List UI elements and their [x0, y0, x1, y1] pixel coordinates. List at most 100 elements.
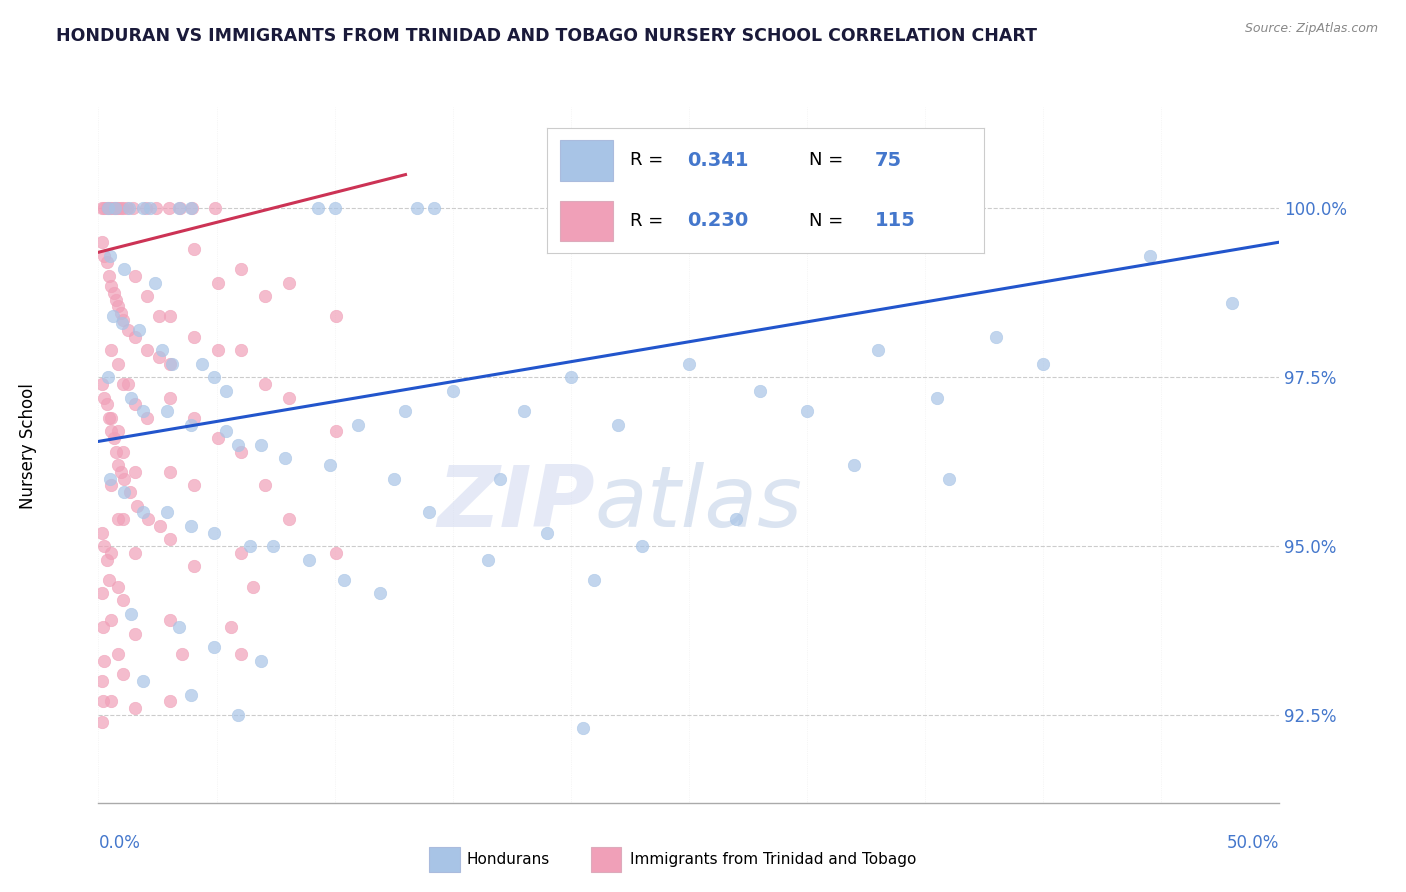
Point — [394, 404, 416, 418]
Point — [110, 306, 132, 320]
Point — [167, 620, 190, 634]
Point — [242, 580, 264, 594]
Point — [1220, 296, 1243, 310]
Point — [333, 573, 356, 587]
Point — [91, 586, 114, 600]
Point — [159, 310, 181, 324]
Point — [124, 268, 146, 283]
Point — [226, 708, 249, 723]
Point — [132, 404, 155, 418]
Point — [560, 370, 582, 384]
Point — [231, 546, 253, 560]
Point — [127, 499, 149, 513]
Point — [489, 472, 512, 486]
Point — [143, 276, 166, 290]
Point — [204, 202, 226, 216]
Point — [118, 202, 141, 216]
Point — [91, 202, 114, 216]
Point — [678, 357, 700, 371]
Point — [110, 465, 132, 479]
Point — [607, 417, 630, 432]
Point — [136, 512, 159, 526]
Text: Immigrants from Trinidad and Tobago: Immigrants from Trinidad and Tobago — [630, 853, 917, 867]
Point — [866, 343, 889, 358]
Point — [107, 357, 129, 371]
Point — [277, 512, 299, 526]
Point — [183, 478, 205, 492]
Point — [98, 268, 121, 283]
Point — [215, 384, 238, 398]
Point — [148, 310, 170, 324]
Point — [536, 525, 558, 540]
Point — [298, 552, 321, 566]
Point — [307, 202, 329, 216]
Point — [100, 694, 122, 708]
Text: Hondurans: Hondurans — [467, 853, 550, 867]
Point — [323, 202, 346, 216]
Point — [630, 539, 652, 553]
Point — [117, 376, 139, 391]
Point — [91, 714, 114, 729]
Point — [253, 376, 276, 391]
Point — [180, 688, 202, 702]
Point — [239, 539, 262, 553]
Point — [938, 472, 960, 486]
Point — [347, 417, 370, 432]
Point — [91, 235, 114, 249]
Point — [93, 654, 115, 668]
Point — [441, 384, 464, 398]
Text: Nursery School: Nursery School — [20, 383, 37, 509]
Point — [984, 329, 1007, 343]
Point — [107, 424, 129, 438]
Point — [325, 424, 347, 438]
Point — [112, 376, 135, 391]
Point — [91, 525, 114, 540]
Point — [100, 546, 122, 560]
Point — [368, 586, 391, 600]
Point — [121, 202, 143, 216]
Point — [418, 505, 440, 519]
Point — [112, 667, 135, 681]
Point — [97, 202, 120, 216]
Point — [100, 343, 122, 358]
Point — [253, 478, 276, 492]
Point — [180, 202, 202, 216]
Point — [128, 323, 150, 337]
Point — [124, 397, 146, 411]
Point — [183, 329, 205, 343]
Point — [112, 593, 135, 607]
Point — [207, 276, 229, 290]
Point — [169, 202, 191, 216]
Point — [112, 485, 135, 500]
Point — [159, 357, 181, 371]
Point — [250, 438, 273, 452]
Point — [148, 350, 170, 364]
Point — [105, 293, 128, 307]
Point — [112, 202, 135, 216]
Point — [207, 431, 229, 445]
Text: Source: ZipAtlas.com: Source: ZipAtlas.com — [1244, 22, 1378, 36]
Point — [231, 343, 253, 358]
Point — [103, 431, 125, 445]
Point — [226, 438, 249, 452]
Point — [277, 391, 299, 405]
Point — [121, 607, 143, 621]
Point — [156, 505, 179, 519]
Point — [512, 404, 534, 418]
Point — [121, 391, 143, 405]
Point — [191, 357, 214, 371]
Text: 0.0%: 0.0% — [98, 834, 141, 852]
Point — [135, 410, 157, 425]
Point — [1032, 357, 1054, 371]
Point — [319, 458, 342, 472]
Point — [107, 512, 129, 526]
Point — [262, 539, 284, 553]
Point — [93, 202, 115, 216]
Point — [98, 472, 121, 486]
Point — [172, 647, 194, 661]
Point — [124, 701, 146, 715]
Point — [180, 202, 202, 216]
Point — [180, 417, 202, 432]
Point — [98, 573, 121, 587]
Point — [111, 316, 134, 330]
